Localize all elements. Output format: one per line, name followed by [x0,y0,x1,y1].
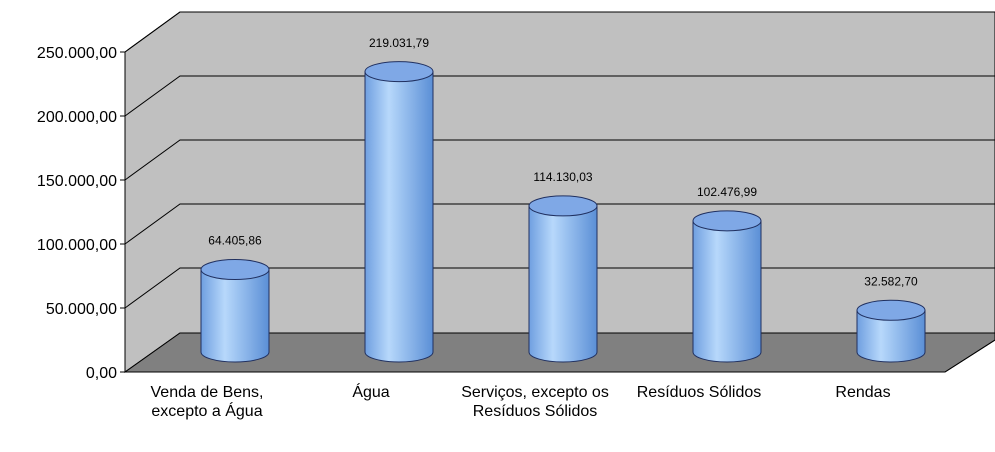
bar [364,71,434,363]
bar [692,220,762,363]
grid-line [124,139,995,181]
grid-line [124,11,995,53]
bar-top [528,195,598,217]
bar [856,309,926,363]
x-tick-label: Serviços, excepto os Resíduos Sólidos [461,384,609,420]
bar-top [692,210,762,232]
y-tick-label: 250.000,00 [37,45,117,62]
y-tick-label: 150.000,00 [37,173,117,190]
bar [528,205,598,363]
y-tick-label: 100.000,00 [37,237,117,254]
value-label: 102.476,99 [697,185,757,199]
floor-edge [944,339,995,373]
y-tick-label: 0,00 [86,365,117,382]
value-label: 219.031,79 [369,36,429,50]
value-label: 64.405,86 [208,234,262,248]
x-tick-label: Venda de Bens, excepto a Água [150,384,264,420]
x-tick-label: Água [352,384,390,401]
bar-top [200,259,270,281]
bar [200,269,270,363]
grid-line [124,203,995,245]
y-tick-label: 200.000,00 [37,109,117,126]
bar-top [364,61,434,83]
value-label: 114.130,03 [533,170,592,184]
value-label: 32.582,70 [864,274,918,288]
x-tick-label: Resíduos Sólidos [636,384,762,401]
x-tick-label: Rendas [835,384,891,401]
grid-line [124,75,995,117]
y-tick-label: 50.000,00 [46,301,117,318]
bar-top [856,299,926,321]
